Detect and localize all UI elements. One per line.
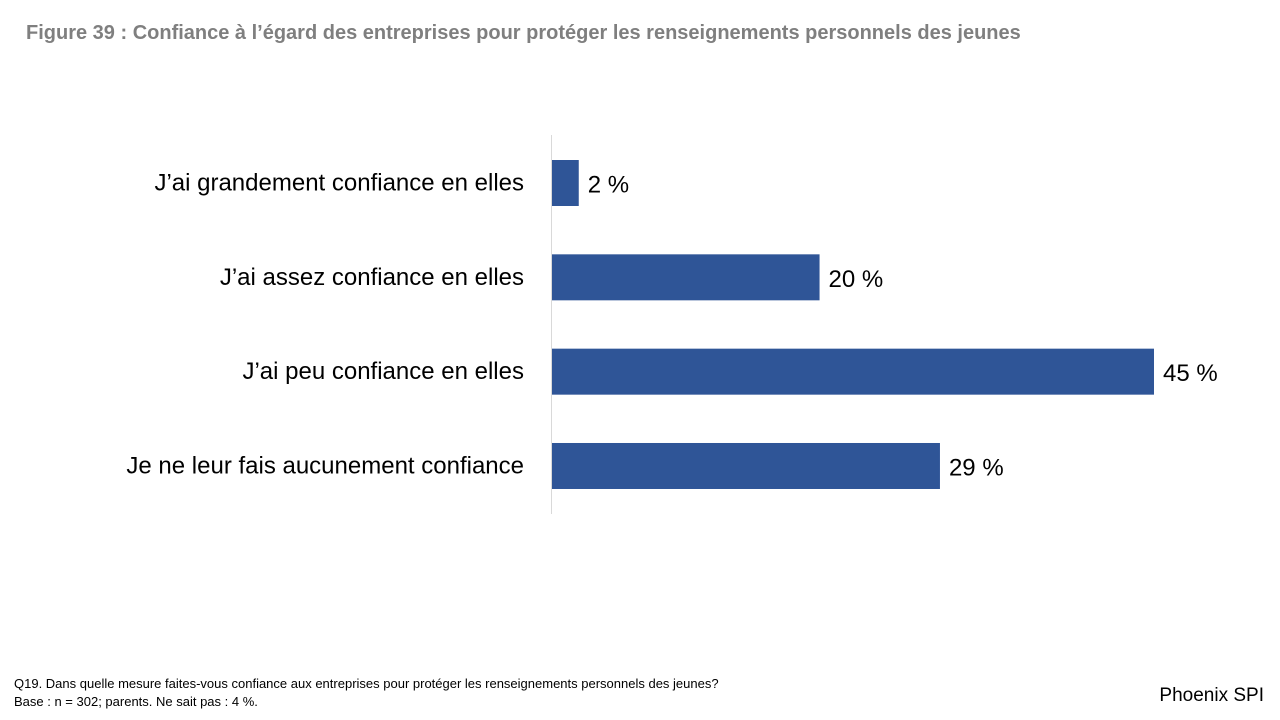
data-label: 29 % xyxy=(949,454,1004,481)
category-label: Je ne leur fais aucunement confiance xyxy=(126,452,524,479)
category-label: J’ai assez confiance en elles xyxy=(220,264,524,291)
data-label: 20 % xyxy=(829,266,884,293)
category-label: J’ai peu confiance en elles xyxy=(242,358,524,385)
footnote-question: Q19. Dans quelle mesure faites-vous conf… xyxy=(14,676,719,691)
data-label: 45 % xyxy=(1163,360,1218,387)
footnote: Q19. Dans quelle mesure faites-vous conf… xyxy=(14,675,719,711)
bar xyxy=(552,442,940,489)
data-label: 2 % xyxy=(588,172,629,199)
bar xyxy=(552,254,820,301)
brand-logo-text: Phoenix SPI xyxy=(1159,685,1264,706)
chart-title: Figure 39 : Confiance à l’égard des entr… xyxy=(26,22,1021,44)
bar xyxy=(552,160,579,206)
footnote-base: Base : n = 302; parents. Ne sait pas : 4… xyxy=(14,694,258,709)
category-label: J’ai grandement confiance en elles xyxy=(154,170,524,197)
bar xyxy=(552,348,1154,395)
